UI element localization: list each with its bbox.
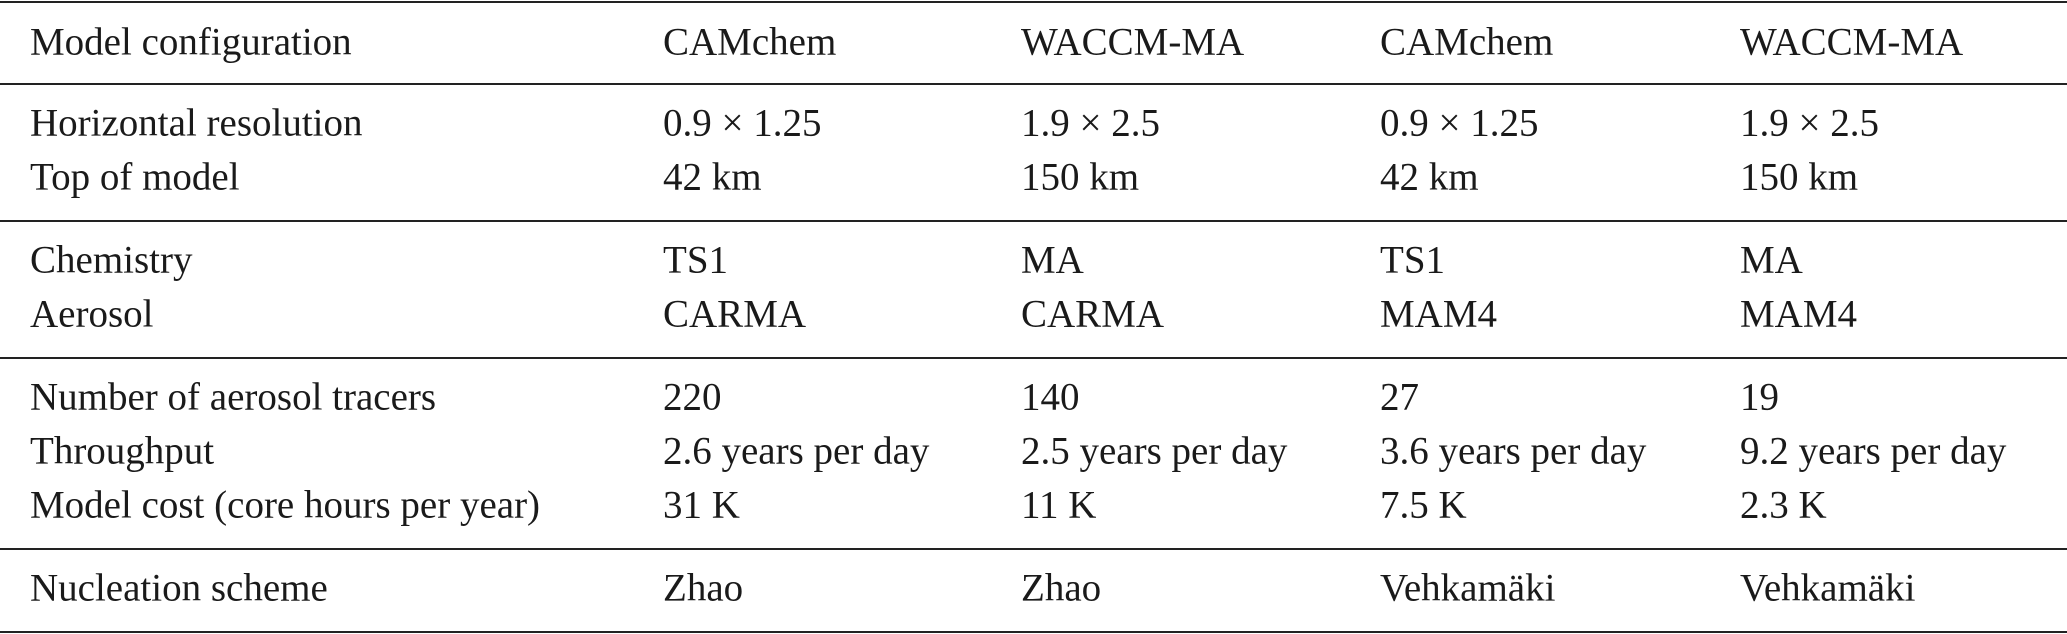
- cell: CARMA: [663, 292, 807, 336]
- row-label: Throughput: [30, 429, 215, 473]
- row-label: Top of model: [30, 155, 240, 199]
- cell: MA: [1021, 238, 1084, 282]
- cell: 42 km: [663, 155, 762, 199]
- header-cell: WACCM-MA: [1021, 20, 1245, 64]
- rule-line: [0, 357, 2067, 359]
- cell: 42 km: [1380, 155, 1479, 199]
- cell: 31 K: [663, 483, 740, 527]
- cell: 0.9 × 1.25: [663, 101, 822, 145]
- cell: Zhao: [1021, 566, 1102, 610]
- row-label: Horizontal resolution: [30, 101, 363, 145]
- row-label: Number of aerosol tracers: [30, 375, 437, 419]
- cell: MAM4: [1740, 292, 1858, 336]
- cell: Vehkamäki: [1740, 566, 1916, 610]
- cell: 1.9 × 2.5: [1740, 101, 1879, 145]
- rule-line: [0, 631, 2067, 633]
- rule-line: [0, 220, 2067, 222]
- cell: MAM4: [1380, 292, 1498, 336]
- cell: CARMA: [1021, 292, 1165, 336]
- cell: 1.9 × 2.5: [1021, 101, 1160, 145]
- cell: 3.6 years per day: [1380, 429, 1647, 473]
- rule-line: [0, 548, 2067, 550]
- cell: 0.9 × 1.25: [1380, 101, 1539, 145]
- cell: 140: [1021, 375, 1080, 419]
- header-cell: Model configuration: [30, 20, 352, 64]
- rule-line: [0, 1, 2067, 3]
- cell: 9.2 years per day: [1740, 429, 2007, 473]
- cell: MA: [1740, 238, 1803, 282]
- row-label: Model cost (core hours per year): [30, 483, 541, 527]
- row-label: Nucleation scheme: [30, 566, 328, 610]
- cell: TS1: [1380, 238, 1446, 282]
- rule-line: [0, 83, 2067, 85]
- cell: 2.6 years per day: [663, 429, 930, 473]
- header-cell: CAMchem: [663, 20, 837, 64]
- header-cell: WACCM-MA: [1740, 20, 1964, 64]
- cell: 11 K: [1021, 483, 1097, 527]
- cell: 2.5 years per day: [1021, 429, 1288, 473]
- cell: 150 km: [1740, 155, 1859, 199]
- cell: 220: [663, 375, 722, 419]
- header-cell: CAMchem: [1380, 20, 1554, 64]
- cell: 7.5 K: [1380, 483, 1467, 527]
- cell: 150 km: [1021, 155, 1140, 199]
- cell: Zhao: [663, 566, 744, 610]
- cell: 19: [1740, 375, 1779, 419]
- row-label: Chemistry: [30, 238, 193, 282]
- cell: Vehkamäki: [1380, 566, 1556, 610]
- cell: 27: [1380, 375, 1419, 419]
- cell: 2.3 K: [1740, 483, 1827, 527]
- cell: TS1: [663, 238, 729, 282]
- row-label: Aerosol: [30, 292, 154, 336]
